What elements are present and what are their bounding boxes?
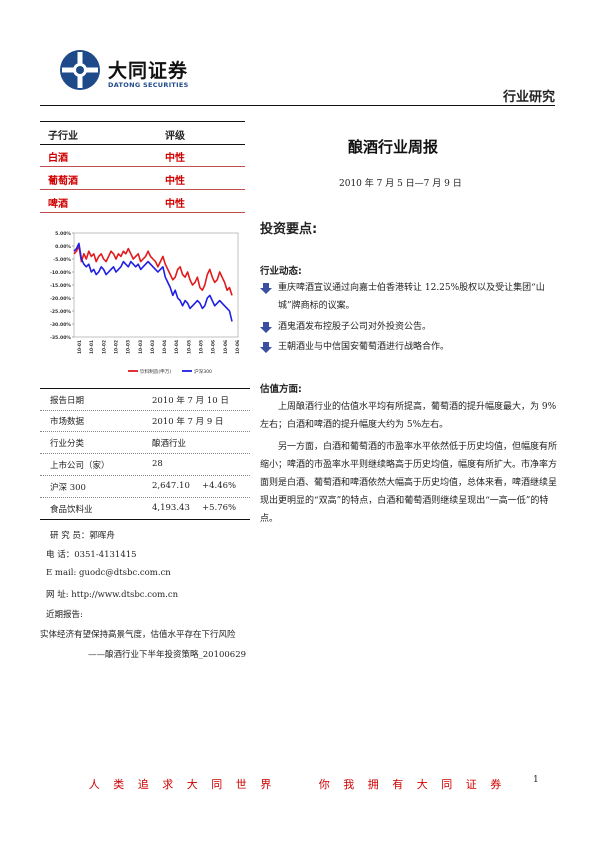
ratings-row: 啤酒 中性	[40, 190, 245, 213]
info-value: 2,647.10	[152, 481, 190, 491]
logo-text-en: DATONG SECURITIES	[108, 81, 189, 89]
y-tick-label: -5.00%	[53, 257, 71, 263]
ratings-value: 中性	[165, 176, 185, 187]
news-item: 重庆啤酒宣议通过向嘉士伯香港转让 12.25%股权以及受让集团“山城”牌商标的议…	[260, 279, 560, 315]
x-tick-label: 10-02	[113, 340, 119, 354]
info-label: 市场数据	[50, 417, 85, 427]
x-tick-label: 10-02	[101, 340, 107, 354]
company-website[interactable]: 网 址: http://www.dtsbc.com.cn	[46, 590, 179, 600]
x-tick-label: 10-01	[89, 340, 95, 354]
y-tick-label: -10.00%	[50, 270, 71, 276]
info-row: 行业分类 酿酒行业	[40, 432, 250, 454]
arrow-down-icon	[260, 283, 272, 294]
y-tick-label: -20.00%	[50, 296, 71, 302]
x-tick-label: 10-03	[126, 340, 132, 354]
industry-news-heading: 行业动态:	[260, 266, 302, 277]
y-tick-label: -15.00%	[50, 283, 71, 289]
recent-reports-label: 近期报告:	[46, 610, 83, 620]
info-row: 上市公司（家） 28	[40, 454, 250, 476]
footer-slogan: 人 类 追 求 大 同 世 界 你 我 拥 有 大 同 证 券	[88, 778, 507, 791]
logo-text-cn: 大同证券	[108, 60, 189, 82]
ratings-col-rating: 评级	[165, 131, 185, 142]
legend-label: 沪深300	[194, 368, 212, 375]
y-tick-label: 0.00%	[55, 244, 71, 250]
valuation-paragraph-1: 上周酿酒行业的估值水平均有所提高，葡萄酒的提升幅度最大，为 9%左右；白酒和啤酒…	[260, 402, 557, 430]
news-item: 王朝酒业与中信国安葡萄酒进行战略合作。	[260, 338, 560, 356]
info-change: +4.46%	[202, 481, 237, 491]
x-tick-label: 10-01	[77, 340, 83, 354]
info-label: 报告日期	[50, 396, 85, 406]
info-value: 4,193.43	[152, 503, 190, 513]
arrow-down-icon	[260, 342, 272, 353]
x-tick-label: 10-06	[211, 340, 217, 354]
x-tick-label: 10-05	[199, 340, 205, 354]
x-tick-label: 10-05	[186, 340, 192, 354]
valuation-paragraph-2: 另一方面，白酒和葡萄酒的市盈率水平依然低于历史均值，但幅度有所缩小；啤酒的市盈率…	[260, 442, 558, 524]
report-period: 2010 年 7 月 5 日—7 月 9 日	[339, 179, 462, 189]
valuation-heading: 估值方面:	[260, 384, 302, 395]
y-tick-label: -25.00%	[50, 309, 71, 315]
x-tick-label: 10-06	[235, 340, 241, 354]
series-line	[73, 242, 233, 322]
ratings-header: 子行业 评级	[40, 121, 245, 145]
recent-report-title[interactable]: 实体经济有望保持高景气度，估值水平存在下行风险	[40, 630, 236, 640]
info-row: 沪深 300 2,647.10 +4.46%	[40, 476, 250, 498]
page-number: 1	[533, 775, 539, 785]
analyst-phone: 电 话：0351-4131415	[46, 550, 137, 560]
info-row: 食品饮料业 4,193.43 +5.76%	[40, 498, 250, 520]
ratings-sector: 白酒	[48, 153, 68, 164]
report-title: 酿酒行业周报	[348, 138, 439, 156]
x-tick-label: 10-04	[162, 340, 168, 354]
key-points-heading: 投资要点:	[260, 222, 318, 237]
news-text: 王朝酒业与中信国安葡萄酒进行战略合作。	[278, 342, 450, 352]
legend-label: 饮料制造(申万)	[140, 368, 171, 375]
info-value: 酿酒行业	[152, 439, 187, 449]
x-tick-label: 10-06	[223, 340, 229, 354]
ratings-row: 白酒 中性	[40, 144, 245, 167]
x-tick-label: 10-04	[174, 340, 180, 354]
news-text: 酒鬼酒发布控股子公司对外投资公告。	[278, 322, 432, 332]
ratings-col-sector: 子行业	[48, 131, 78, 142]
info-value: 2010 年 7 月 10 日	[152, 396, 229, 406]
info-row: 报告日期 2010 年 7 月 10 日	[40, 388, 250, 411]
x-tick-label: 10-03	[138, 340, 144, 354]
news-text: 重庆啤酒宣议通过向嘉士伯香港转让 12.25%股权以及受让集团“山城”牌商标的议…	[278, 283, 545, 311]
analyst-name: 研 究 员：郭晖舟	[50, 531, 115, 541]
info-value: 28	[152, 459, 163, 469]
info-label: 行业分类	[50, 439, 85, 449]
y-tick-label: 5.00%	[55, 231, 71, 237]
arrow-down-icon	[260, 322, 272, 333]
series-line	[73, 245, 233, 296]
company-logo: 大同证券 DATONG SECURITIES	[58, 44, 208, 94]
info-label: 食品饮料业	[50, 505, 93, 515]
report-type: 行业研究	[502, 90, 555, 105]
ratings-value: 中性	[165, 199, 185, 210]
info-label: 上市公司（家）	[50, 461, 110, 471]
x-tick-label: 10-03	[150, 340, 156, 354]
ratings-row: 葡萄酒 中性	[40, 167, 245, 190]
plot-area	[73, 232, 239, 338]
analyst-email[interactable]: E mail: guodc@dtsbc.com.cn	[46, 568, 171, 578]
ratings-sector: 葡萄酒	[48, 176, 78, 187]
ratings-sector: 啤酒	[48, 199, 68, 210]
info-value: 2010 年 7 月 9 日	[152, 417, 224, 427]
ratings-value: 中性	[165, 153, 185, 164]
y-tick-label: -35.00%	[50, 335, 71, 341]
y-tick-label: -30.00%	[50, 322, 71, 328]
info-row: 市场数据 2010 年 7 月 9 日	[40, 410, 250, 432]
info-change: +5.76%	[202, 503, 237, 513]
news-item: 酒鬼酒发布控股子公司对外投资公告。	[260, 318, 560, 336]
recent-report-subtitle[interactable]: ——酿酒行业下半年投资策略_20100629	[88, 650, 247, 660]
logo-mark-icon	[60, 50, 100, 90]
info-label: 沪深 300	[50, 483, 86, 493]
header-divider	[40, 105, 555, 106]
performance-chart: 5.00% 0.00% -5.00% -10.00% -15.00% -20.00% -25…	[50, 231, 241, 375]
